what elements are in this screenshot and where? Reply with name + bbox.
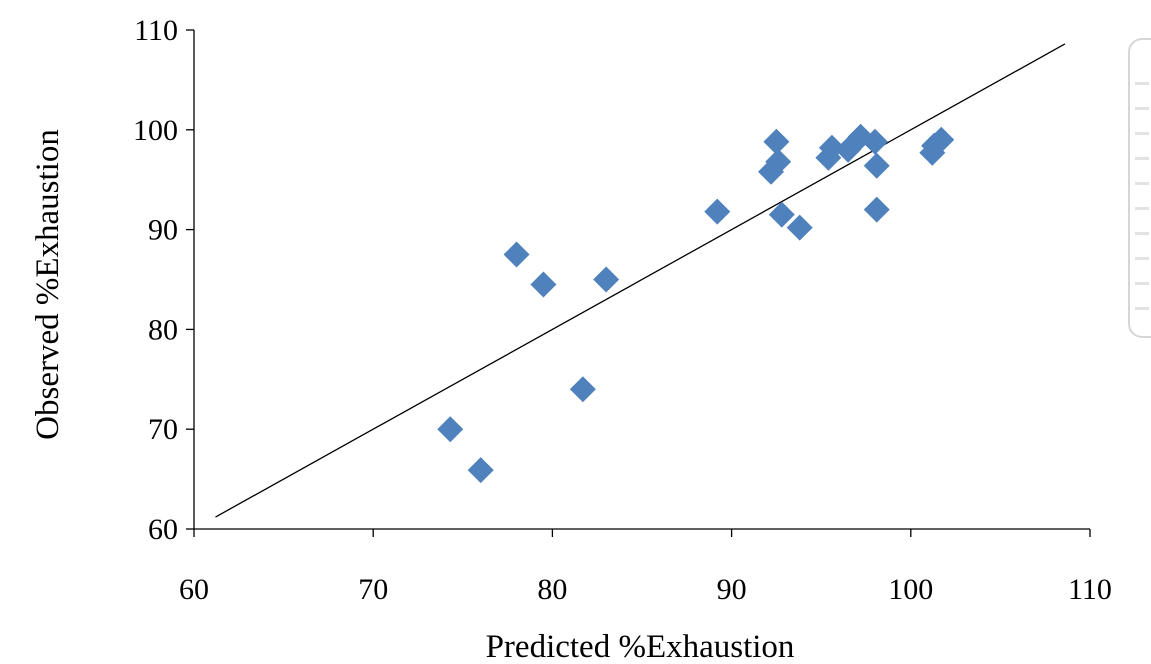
x-tick-label: 60 [179,573,209,606]
data-points-layer [437,123,955,484]
side-tab-lines [1135,60,1149,320]
data-point-diamond [704,198,731,225]
data-point-diamond [530,271,557,298]
data-point-diamond [863,196,890,223]
data-point-diamond [437,416,464,443]
y-tick-label: 110 [134,14,178,47]
x-tick-label: 110 [1068,573,1112,606]
x-tick-label: 70 [358,573,388,606]
y-axis-title: Observed %Exhaustion [30,129,66,440]
data-point-diamond [863,152,890,179]
trend-line [215,43,1066,518]
data-point-diamond [818,134,845,161]
fit-line-layer [215,43,1066,518]
data-point-diamond [928,126,955,153]
data-point-diamond [786,214,813,241]
y-tick-label: 100 [133,114,178,147]
data-point-diamond [763,128,790,155]
x-tick-label: 80 [537,573,567,606]
data-point-diamond [503,241,530,268]
data-point-diamond [593,266,620,293]
data-point-diamond [861,128,888,155]
data-point-diamond [569,376,596,403]
data-point-diamond [768,201,795,228]
data-point-diamond [765,148,792,175]
data-point-diamond [467,457,494,484]
x-axis-title: Predicted %Exhaustion [486,629,795,664]
x-tick-label: 90 [717,573,747,606]
y-tick-label: 70 [148,413,178,446]
y-tick-label: 60 [148,513,178,546]
x-tick-label: 100 [888,573,933,606]
ticks-layer: 60 70 80 90 100 110 60 70 80 90 100 110 [133,14,1112,606]
side-tab-decoration [1128,38,1151,338]
y-tick-label: 90 [148,214,178,247]
y-tick-label: 80 [148,313,178,346]
axes-layer [193,30,1090,530]
